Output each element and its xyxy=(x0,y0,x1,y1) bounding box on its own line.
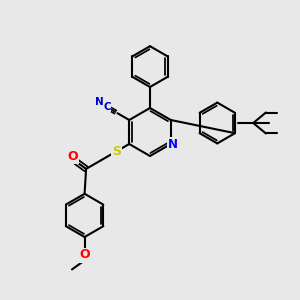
Text: C: C xyxy=(103,102,111,112)
Text: S: S xyxy=(112,145,121,158)
Text: N: N xyxy=(168,138,178,151)
Text: O: O xyxy=(79,248,90,262)
Text: N: N xyxy=(95,97,104,107)
Text: O: O xyxy=(67,150,78,164)
